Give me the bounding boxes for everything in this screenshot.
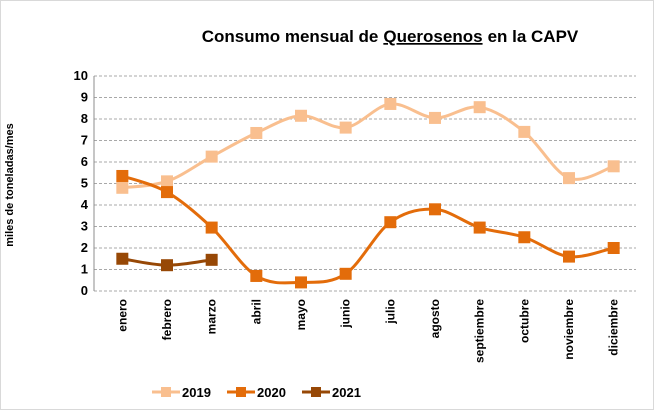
y-tick-label: 5 — [81, 176, 88, 191]
x-tick-label: mayo — [294, 299, 308, 330]
y-tick-label: 10 — [74, 68, 88, 83]
legend-label: 2019 — [182, 385, 211, 400]
x-tick-label: agosto — [428, 299, 442, 338]
y-tick-label: 2 — [81, 240, 88, 255]
marker — [161, 259, 173, 272]
marker — [384, 216, 397, 229]
marker — [607, 160, 620, 173]
x-tick-label: abril — [249, 299, 263, 324]
title-part: Consumo mensual de — [202, 27, 379, 46]
legend-marker — [236, 387, 246, 397]
marker — [205, 221, 218, 234]
legend-label: 2021 — [332, 385, 361, 400]
marker — [250, 126, 263, 139]
marker — [161, 175, 173, 188]
marker — [295, 276, 307, 289]
x-tick-label: febrero — [160, 299, 174, 340]
marker — [563, 250, 575, 263]
marker — [250, 269, 263, 282]
marker — [205, 253, 218, 266]
marker — [116, 252, 129, 265]
legend-label: 2020 — [257, 385, 286, 400]
legend-marker — [161, 387, 171, 397]
marker — [384, 97, 397, 110]
y-axis-label: miles de toneladas/mes — [4, 123, 16, 247]
x-tick-label: julio — [383, 299, 397, 325]
title-part: en la CAPV — [488, 27, 579, 46]
x-tick-label: octubre — [517, 299, 531, 343]
x-tick-label: marzo — [205, 299, 219, 334]
marker — [116, 181, 129, 194]
marker — [518, 231, 531, 244]
x-tick-label: junio — [339, 299, 353, 329]
x-tick-label: septiembre — [473, 299, 487, 363]
marker — [205, 150, 218, 163]
y-tick-label: 7 — [81, 133, 88, 148]
y-tick-label: 3 — [81, 219, 88, 234]
legend-marker — [311, 387, 321, 397]
marker — [339, 121, 352, 134]
y-tick-label: 9 — [81, 90, 88, 105]
title-part: Querosenos — [383, 27, 482, 46]
marker — [339, 267, 352, 280]
y-tick-label: 0 — [81, 283, 88, 298]
marker — [295, 109, 307, 122]
y-tick-label: 1 — [81, 262, 88, 277]
marker — [563, 172, 575, 185]
y-tick-label: 6 — [81, 154, 88, 169]
marker — [518, 125, 531, 138]
y-tick-label: 4 — [81, 197, 89, 212]
y-tick-label: 8 — [81, 111, 88, 126]
x-tick-label: diciembre — [607, 299, 621, 356]
chart-title: Consumo mensual de Querosenos en la CAPV — [202, 27, 579, 46]
marker — [429, 111, 441, 124]
x-tick-label: noviembre — [562, 299, 576, 360]
marker — [473, 101, 486, 114]
marker — [161, 186, 173, 199]
marker — [607, 242, 620, 254]
marker — [116, 169, 129, 182]
marker — [429, 203, 441, 216]
marker — [473, 221, 486, 234]
x-tick-label: enero — [115, 299, 129, 332]
